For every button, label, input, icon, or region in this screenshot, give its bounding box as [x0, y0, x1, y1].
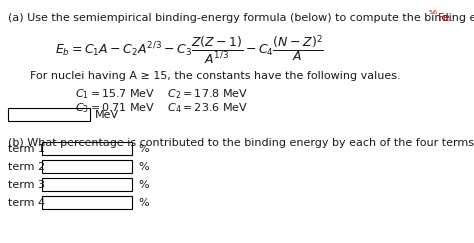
Text: For nuclei having A ≥ 15, the constants have the following values.: For nuclei having A ≥ 15, the constants …: [30, 71, 401, 81]
FancyBboxPatch shape: [42, 142, 132, 155]
Text: (b) What percentage is contributed to the binding energy by each of the four ter: (b) What percentage is contributed to th…: [8, 138, 474, 148]
Text: term 3: term 3: [8, 180, 45, 190]
Text: %: %: [138, 180, 149, 190]
Text: term 1: term 1: [8, 144, 45, 154]
Text: (a) Use the semiempirical binding-energy formula (below) to compute the binding : (a) Use the semiempirical binding-energy…: [8, 13, 474, 23]
Text: term 2: term 2: [8, 162, 45, 172]
FancyBboxPatch shape: [42, 196, 132, 209]
FancyBboxPatch shape: [42, 160, 132, 173]
FancyBboxPatch shape: [42, 178, 132, 191]
Text: %: %: [138, 198, 149, 208]
Text: Fe.: Fe.: [438, 13, 454, 23]
FancyBboxPatch shape: [8, 108, 90, 121]
Text: MeV: MeV: [95, 110, 119, 120]
Text: %: %: [138, 144, 149, 154]
Text: $E_b = C_1A - C_2A^{2/3} - C_3\dfrac{Z(Z-1)}{A^{1/3}} - C_4\dfrac{(N-Z)^2}{A}$: $E_b = C_1A - C_2A^{2/3} - C_3\dfrac{Z(Z…: [55, 33, 324, 66]
Text: $C_1 = 15.7$ MeV    $C_2 = 17.8$ MeV: $C_1 = 15.7$ MeV $C_2 = 17.8$ MeV: [75, 87, 248, 101]
Text: %: %: [138, 162, 149, 172]
Text: $^{56}$: $^{56}$: [428, 9, 438, 18]
Text: $C_3 = 0.71$ MeV    $C_4 = 23.6$ MeV: $C_3 = 0.71$ MeV $C_4 = 23.6$ MeV: [75, 101, 248, 115]
Text: term 4: term 4: [8, 198, 45, 208]
